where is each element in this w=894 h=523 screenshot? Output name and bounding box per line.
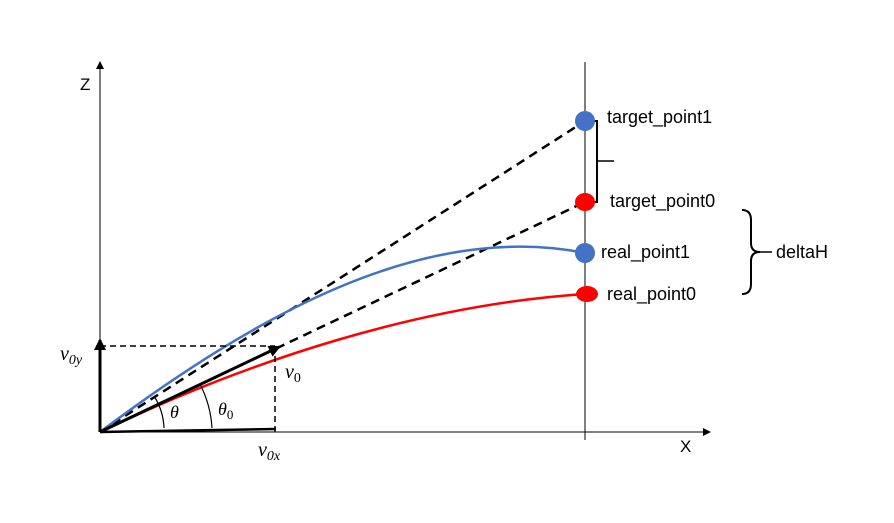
v0-label: v0 — [285, 361, 301, 386]
real-point0-marker — [576, 286, 598, 302]
real-point1-label: real_point1 — [601, 242, 690, 263]
x-axis-label: X — [680, 437, 691, 456]
v0-vector — [99, 345, 281, 434]
theta-arc — [153, 395, 165, 429]
theta-label: θ — [170, 402, 179, 422]
target-point1-label: target_point1 — [607, 107, 712, 128]
theta0-label: θ0 — [218, 399, 233, 422]
deltaH-bracket — [741, 209, 761, 295]
target-point0-label: target_point0 — [610, 191, 715, 212]
dashed-line-to-target1 — [99, 119, 586, 434]
v0x-vector — [99, 427, 277, 434]
real-point0-label: real_point0 — [607, 284, 696, 305]
v0x-label: v0x — [258, 439, 281, 464]
target-point1-marker — [575, 111, 595, 131]
blue-trajectory — [99, 245, 586, 434]
real-point1-marker — [575, 243, 595, 263]
v0y-label: v0y — [60, 343, 83, 368]
theta0-arc — [199, 383, 213, 429]
target-delta-bracket — [591, 120, 598, 203]
target-point0-marker — [575, 193, 595, 211]
deltaH-label: deltaH — [776, 242, 828, 262]
z-axis-label: Z — [80, 75, 90, 94]
